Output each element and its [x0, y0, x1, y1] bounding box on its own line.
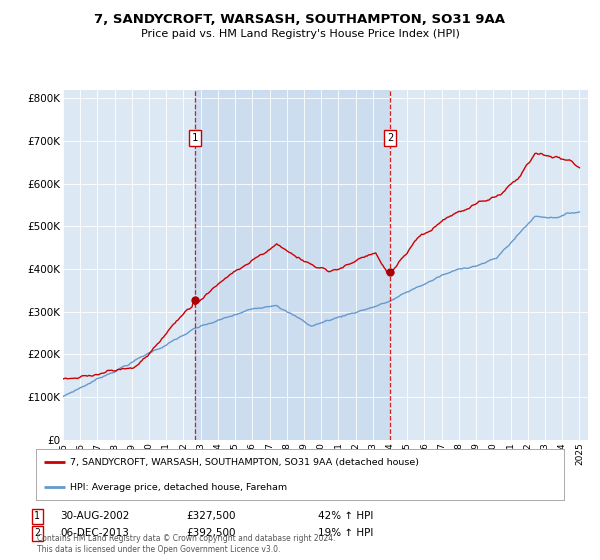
Text: 06-DEC-2013: 06-DEC-2013: [60, 528, 129, 538]
Text: 1: 1: [34, 511, 40, 521]
Text: Price paid vs. HM Land Registry's House Price Index (HPI): Price paid vs. HM Land Registry's House …: [140, 29, 460, 39]
Text: 7, SANDYCROFT, WARSASH, SOUTHAMPTON, SO31 9AA (detached house): 7, SANDYCROFT, WARSASH, SOUTHAMPTON, SO3…: [70, 458, 419, 467]
Text: 2: 2: [387, 133, 393, 143]
Text: Contains HM Land Registry data © Crown copyright and database right 2024.
This d: Contains HM Land Registry data © Crown c…: [37, 534, 336, 554]
Text: 42% ↑ HPI: 42% ↑ HPI: [318, 511, 373, 521]
Bar: [195, 90, 390, 440]
Text: 19% ↑ HPI: 19% ↑ HPI: [318, 528, 373, 538]
Text: 7, SANDYCROFT, WARSASH, SOUTHAMPTON, SO31 9AA: 7, SANDYCROFT, WARSASH, SOUTHAMPTON, SO3…: [95, 13, 505, 26]
Text: £392,500: £392,500: [186, 528, 235, 538]
Text: 2: 2: [34, 528, 40, 538]
Text: 30-AUG-2002: 30-AUG-2002: [60, 511, 130, 521]
Text: HPI: Average price, detached house, Fareham: HPI: Average price, detached house, Fare…: [70, 483, 287, 492]
Text: 1: 1: [192, 133, 198, 143]
Text: £327,500: £327,500: [186, 511, 235, 521]
